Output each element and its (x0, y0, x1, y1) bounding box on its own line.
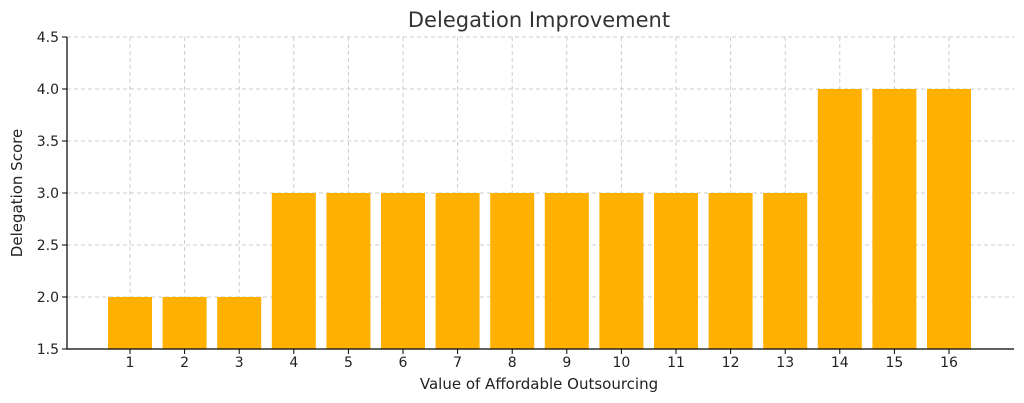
y-ticks: 1.5 2.0 2.5 3.0 3.5 4.0 4.5 (37, 30, 67, 358)
x-tick-label: 6 (399, 355, 408, 371)
bar-1 (108, 297, 152, 349)
bar-8 (490, 193, 535, 349)
x-tick-label: 14 (831, 355, 849, 371)
bar-16 (927, 89, 971, 349)
x-tick-label: 7 (453, 355, 462, 371)
x-tick-label: 12 (722, 355, 740, 371)
y-tick-label: 2.5 (37, 238, 59, 254)
bar-3 (217, 297, 262, 349)
y-tick-label: 4.0 (37, 82, 59, 98)
x-tick-label: 3 (235, 355, 244, 371)
y-tick-label: 3.5 (37, 134, 59, 150)
x-tick-label: 15 (885, 355, 903, 371)
bar-4 (271, 193, 316, 349)
bar-14 (817, 89, 862, 349)
x-tick-label: 9 (562, 355, 571, 371)
x-tick-label: 13 (776, 355, 794, 371)
bar-5 (326, 193, 371, 349)
y-tick-label: 1.5 (37, 342, 59, 358)
y-tick-label: 4.5 (37, 30, 59, 46)
x-tick-label: 10 (612, 355, 630, 371)
x-tick-label: 5 (344, 355, 353, 371)
bar-10 (599, 193, 644, 349)
x-tick-label: 16 (940, 355, 958, 371)
x-tick-label: 1 (126, 355, 135, 371)
x-tick-label: 4 (289, 355, 298, 371)
y-axis-label: Delegation Score (8, 129, 26, 257)
x-tick-label: 2 (180, 355, 189, 371)
x-ticks: 1 2 3 4 5 6 7 8 9 10 11 12 13 14 15 16 (126, 349, 958, 371)
bar-13 (763, 193, 808, 349)
y-tick-label: 3.0 (37, 186, 59, 202)
bar-9 (544, 193, 589, 349)
x-tick-label: 8 (508, 355, 517, 371)
bar-6 (381, 193, 425, 349)
bar-12 (708, 193, 753, 349)
chart-title: Delegation Improvement (408, 8, 670, 32)
bar-7 (435, 193, 480, 349)
bar-2 (162, 297, 207, 349)
x-axis-label: Value of Affordable Outsourcing (420, 375, 658, 393)
grid (67, 36, 1014, 350)
bar-11 (654, 193, 698, 349)
bar-15 (872, 89, 917, 349)
y-tick-label: 2.0 (37, 290, 59, 306)
x-tick-label: 11 (667, 355, 685, 371)
bars (108, 89, 971, 349)
